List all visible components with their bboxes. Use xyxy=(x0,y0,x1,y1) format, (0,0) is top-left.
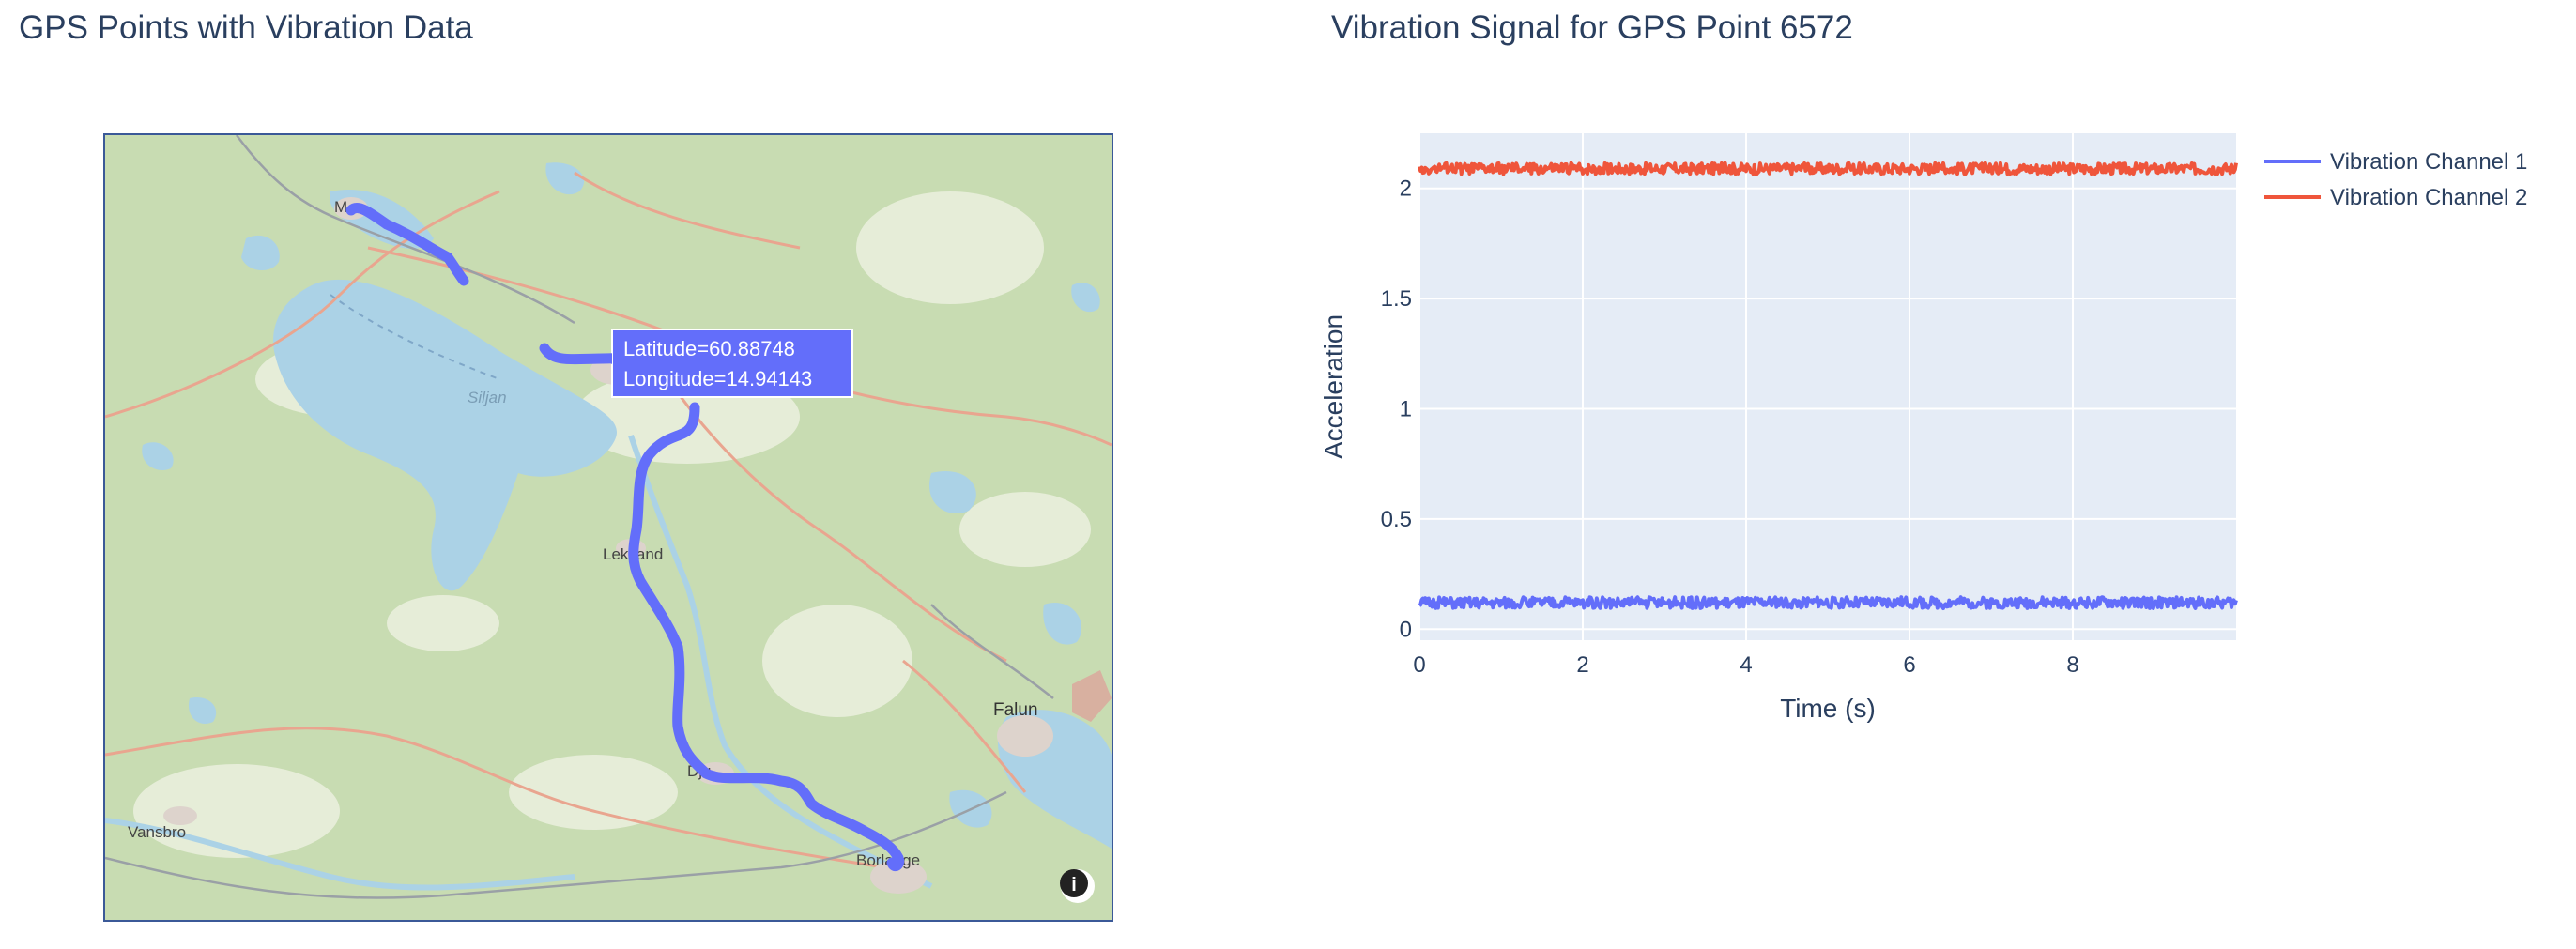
x-tick-label: 4 xyxy=(1740,652,1752,678)
chart-panel-title: Vibration Signal for GPS Point 6572 xyxy=(1331,9,1853,46)
plot-area[interactable] xyxy=(1419,133,2236,640)
place-label-mora: M xyxy=(334,198,347,216)
gps-route-south[interactable] xyxy=(628,402,905,871)
x-tick-label: 6 xyxy=(1903,652,1915,678)
series-line-1[interactable] xyxy=(1418,595,2238,610)
place-label-falun: Falun xyxy=(993,700,1038,720)
place-label-vansbro: Vansbro xyxy=(128,823,186,841)
y-axis-title: Acceleration xyxy=(1319,314,1348,459)
map-mine-area xyxy=(1072,670,1112,722)
map-canvas[interactable]: M Siljan Leksand Dju Borlange Falun Vans… xyxy=(105,135,1112,920)
legend-label: Vibration Channel 2 xyxy=(2330,185,2527,210)
y-tick-label: 0 xyxy=(1400,617,1412,642)
series-line-2[interactable] xyxy=(1418,161,2238,176)
x-tick-label: 0 xyxy=(1413,652,1425,678)
x-tick-label: 2 xyxy=(1576,652,1588,678)
x-axis-title: Time (s) xyxy=(1780,694,1876,723)
info-icon[interactable]: i xyxy=(1060,869,1095,903)
map-rivers xyxy=(105,435,933,891)
map-railways xyxy=(105,135,1054,899)
map-panel-title: GPS Points with Vibration Data xyxy=(19,9,473,46)
gps-route-north[interactable] xyxy=(345,203,469,286)
map-ferry-line xyxy=(330,294,500,380)
legend-label: Vibration Channel 1 xyxy=(2330,149,2527,175)
map-hover-tooltip: Latitude=60.88748 Longitude=14.94143 xyxy=(603,329,853,398)
tooltip-longitude: Longitude=14.94143 xyxy=(623,367,812,390)
y-tick-label: 1 xyxy=(1400,396,1412,421)
place-label-siljan: Siljan xyxy=(468,389,507,406)
svg-text:i: i xyxy=(1071,875,1077,895)
y-tick-label: 2 xyxy=(1400,176,1412,202)
y-tick-label: 0.5 xyxy=(1381,507,1412,532)
gps-map[interactable]: M Siljan Leksand Dju Borlange Falun Vans… xyxy=(103,133,1113,922)
map-lakes xyxy=(142,162,1112,849)
y-tick-label: 1.5 xyxy=(1381,286,1412,312)
x-tick-label: 8 xyxy=(2066,652,2078,678)
tooltip-latitude: Latitude=60.88748 xyxy=(623,337,795,360)
